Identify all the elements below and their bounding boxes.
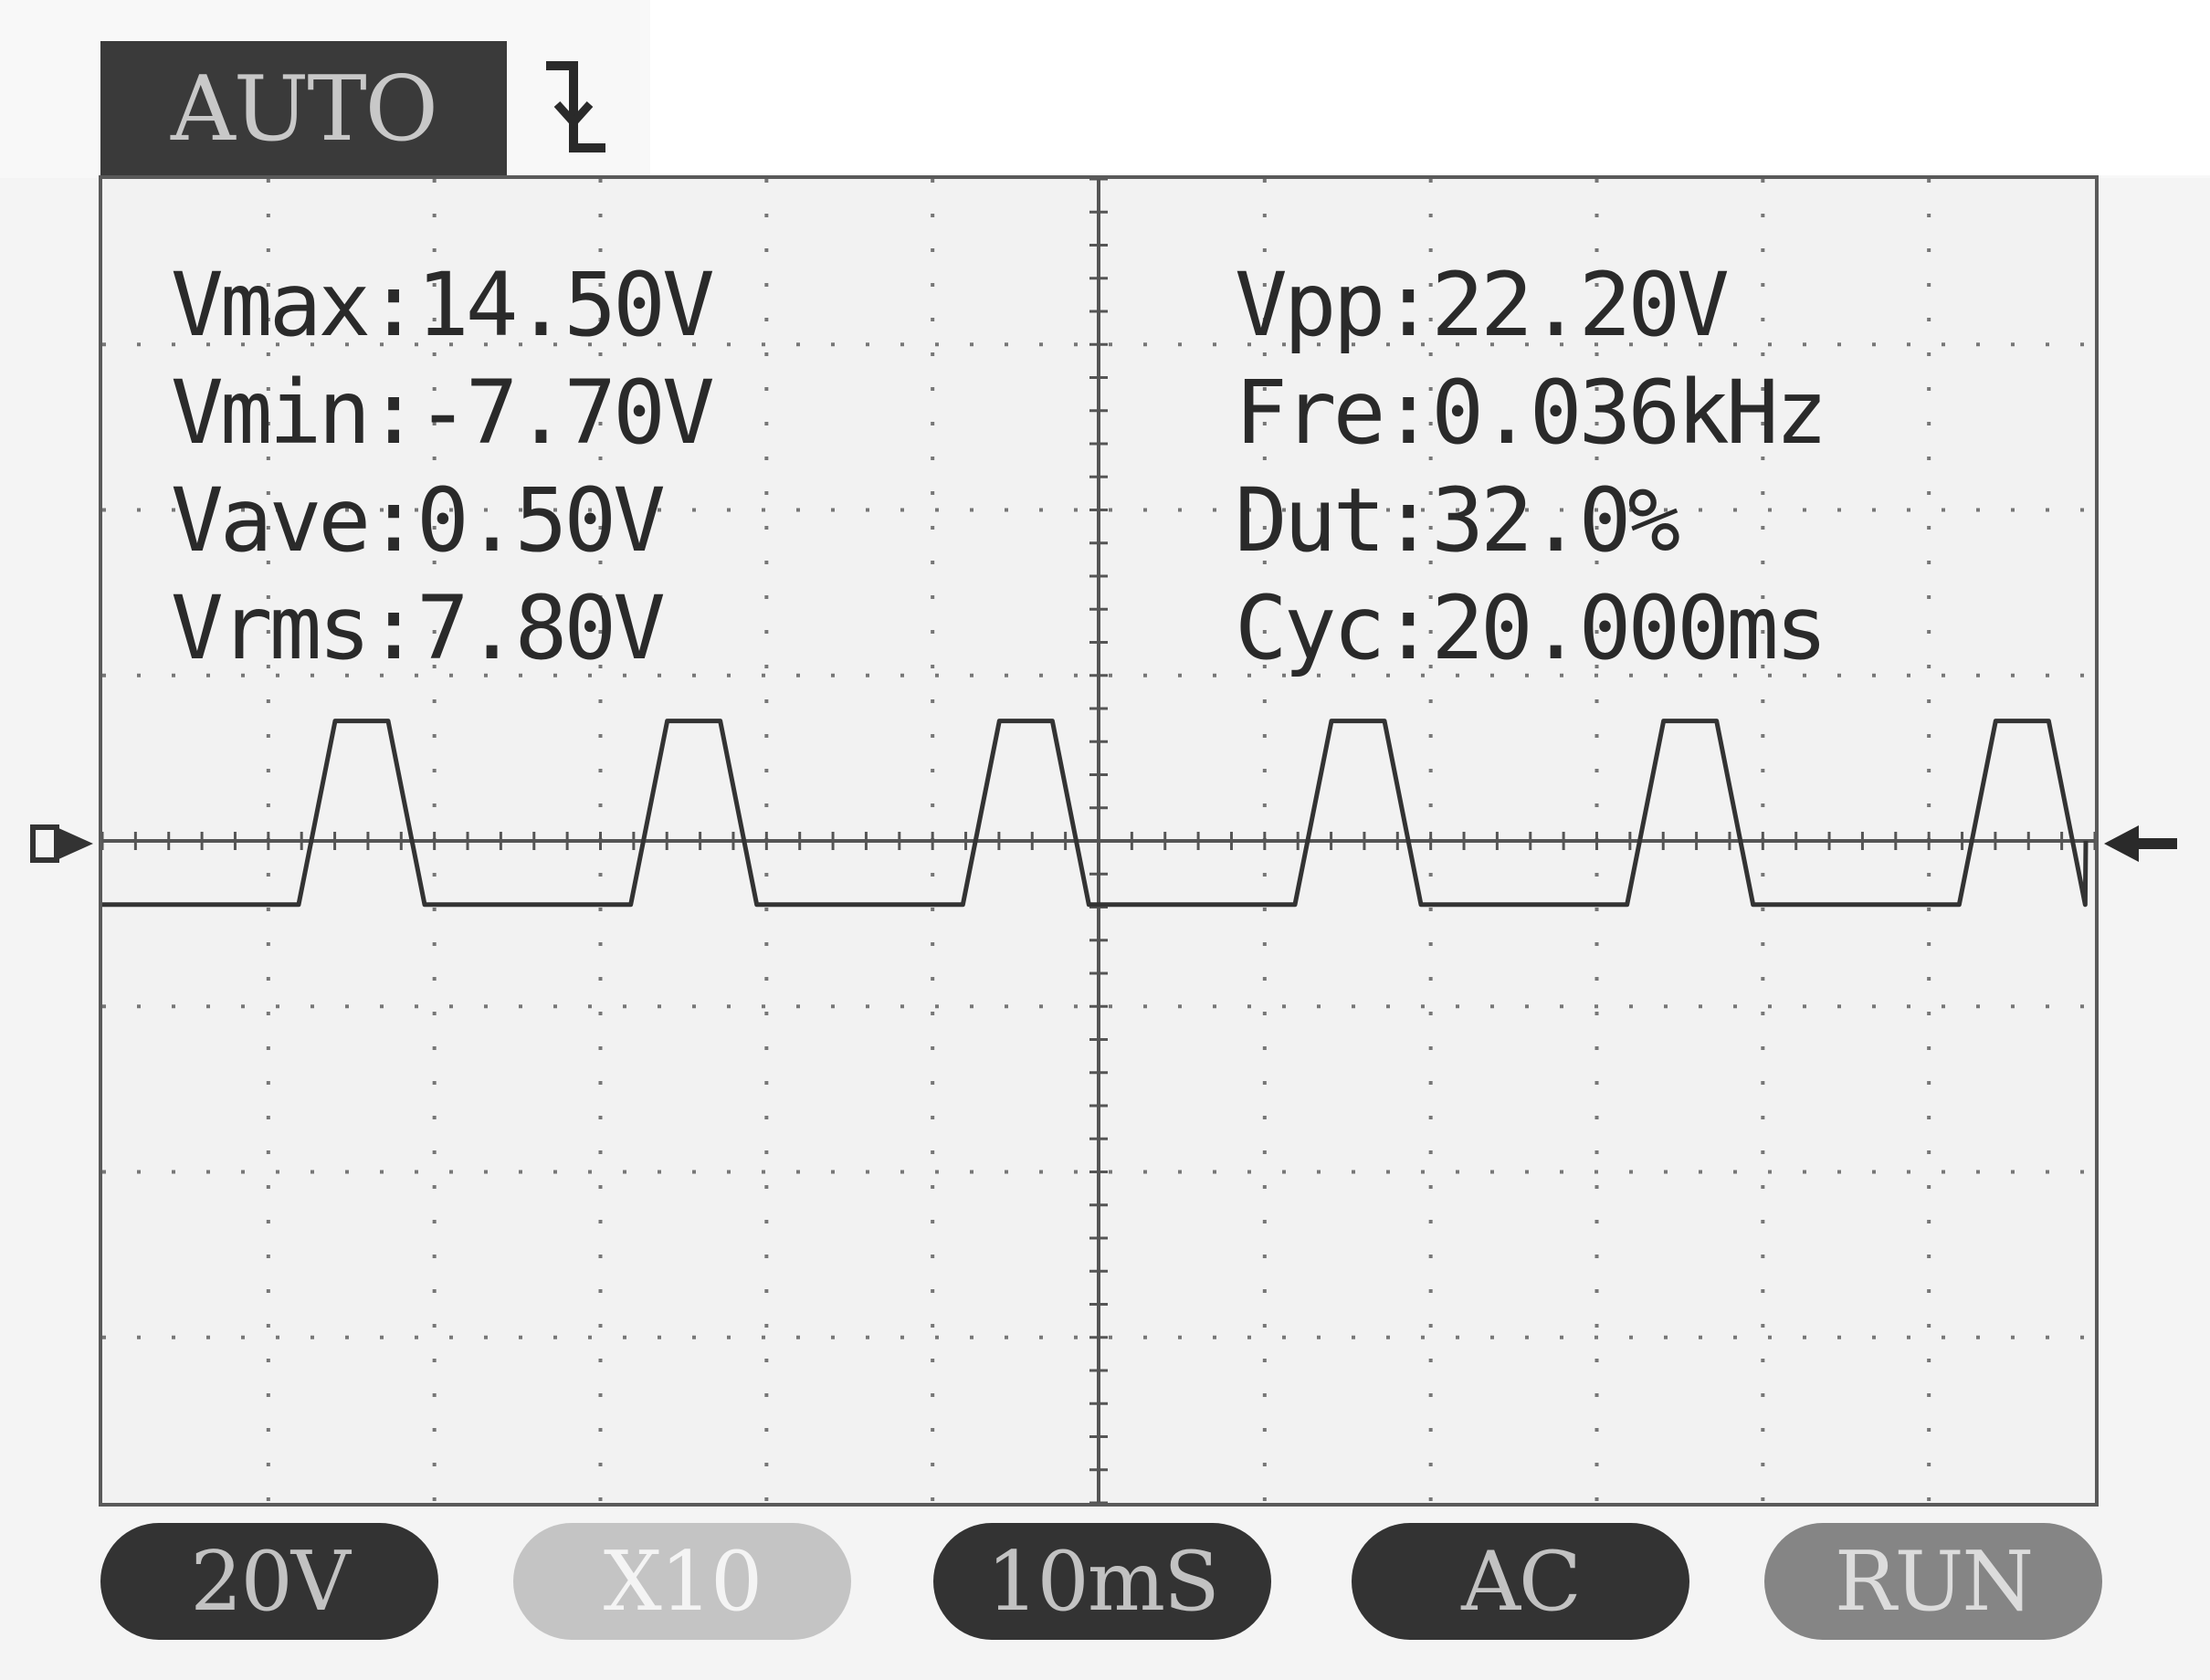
top-status-bar-blank <box>650 0 2210 175</box>
waveform-trace <box>102 719 2089 908</box>
coupling-button[interactable]: AC <box>1352 1523 1689 1640</box>
vmin-readout: Vmin:-7.70V <box>171 362 715 464</box>
oscilloscope-grid <box>102 179 2095 1503</box>
vpp-readout: Vpp:22.20V <box>1235 254 1730 356</box>
trigger-level-arrow-icon <box>2104 825 2177 862</box>
frequency-readout: Fre:0.036kHz <box>1235 362 1828 464</box>
volts-per-div-button[interactable]: 20V <box>100 1523 438 1640</box>
probe-attenuation-button[interactable]: X10 <box>513 1523 851 1640</box>
vrms-readout: Vrms:7.80V <box>171 577 666 679</box>
trigger-mode-badge[interactable]: AUTO <box>100 41 507 178</box>
duty-cycle-readout: Dut:32.0% <box>1235 469 1680 572</box>
channel-ground-marker-icon <box>30 824 93 863</box>
run-stop-button[interactable]: RUN <box>1764 1523 2102 1640</box>
falling-edge-trigger-icon[interactable] <box>537 57 610 162</box>
time-per-div-button[interactable]: 10mS <box>933 1523 1271 1640</box>
vmax-readout: Vmax:14.50V <box>171 254 715 356</box>
vave-readout: Vave:0.50V <box>171 469 666 572</box>
oscilloscope-screen: Vmax:14.50V Vmin:-7.70V Vave:0.50V Vrms:… <box>99 175 2099 1507</box>
cycle-period-readout: Cyc:20.000ms <box>1235 577 1828 679</box>
